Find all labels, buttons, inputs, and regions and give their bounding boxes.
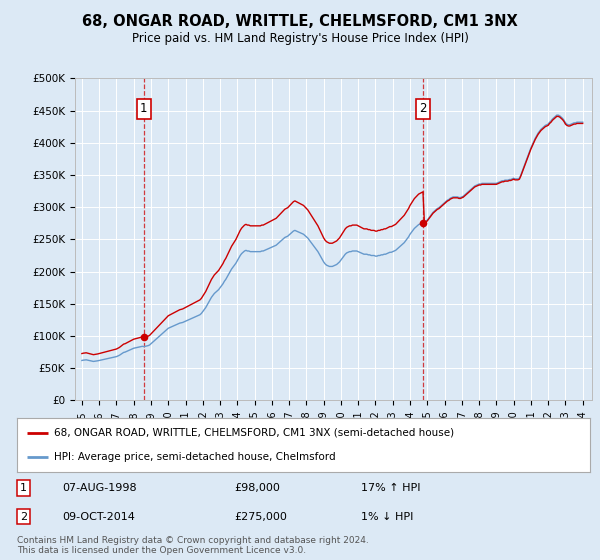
Text: This data is licensed under the Open Government Licence v3.0.: This data is licensed under the Open Gov… [17, 547, 306, 556]
Text: Price paid vs. HM Land Registry's House Price Index (HPI): Price paid vs. HM Land Registry's House … [131, 32, 469, 45]
Text: 1: 1 [140, 102, 148, 115]
Text: 68, ONGAR ROAD, WRITTLE, CHELMSFORD, CM1 3NX: 68, ONGAR ROAD, WRITTLE, CHELMSFORD, CM1… [82, 14, 518, 29]
Text: 2: 2 [20, 512, 27, 522]
Text: 1% ↓ HPI: 1% ↓ HPI [361, 512, 413, 522]
Text: 09-OCT-2014: 09-OCT-2014 [62, 512, 136, 522]
Text: 68, ONGAR ROAD, WRITTLE, CHELMSFORD, CM1 3NX (semi-detached house): 68, ONGAR ROAD, WRITTLE, CHELMSFORD, CM1… [54, 428, 454, 438]
Text: Contains HM Land Registry data © Crown copyright and database right 2024.: Contains HM Land Registry data © Crown c… [17, 536, 368, 545]
Text: 1: 1 [20, 483, 27, 493]
Text: 17% ↑ HPI: 17% ↑ HPI [361, 483, 420, 493]
Text: £98,000: £98,000 [235, 483, 280, 493]
Text: 07-AUG-1998: 07-AUG-1998 [62, 483, 137, 493]
Text: HPI: Average price, semi-detached house, Chelmsford: HPI: Average price, semi-detached house,… [54, 452, 335, 462]
Text: 2: 2 [419, 102, 427, 115]
Text: £275,000: £275,000 [235, 512, 287, 522]
